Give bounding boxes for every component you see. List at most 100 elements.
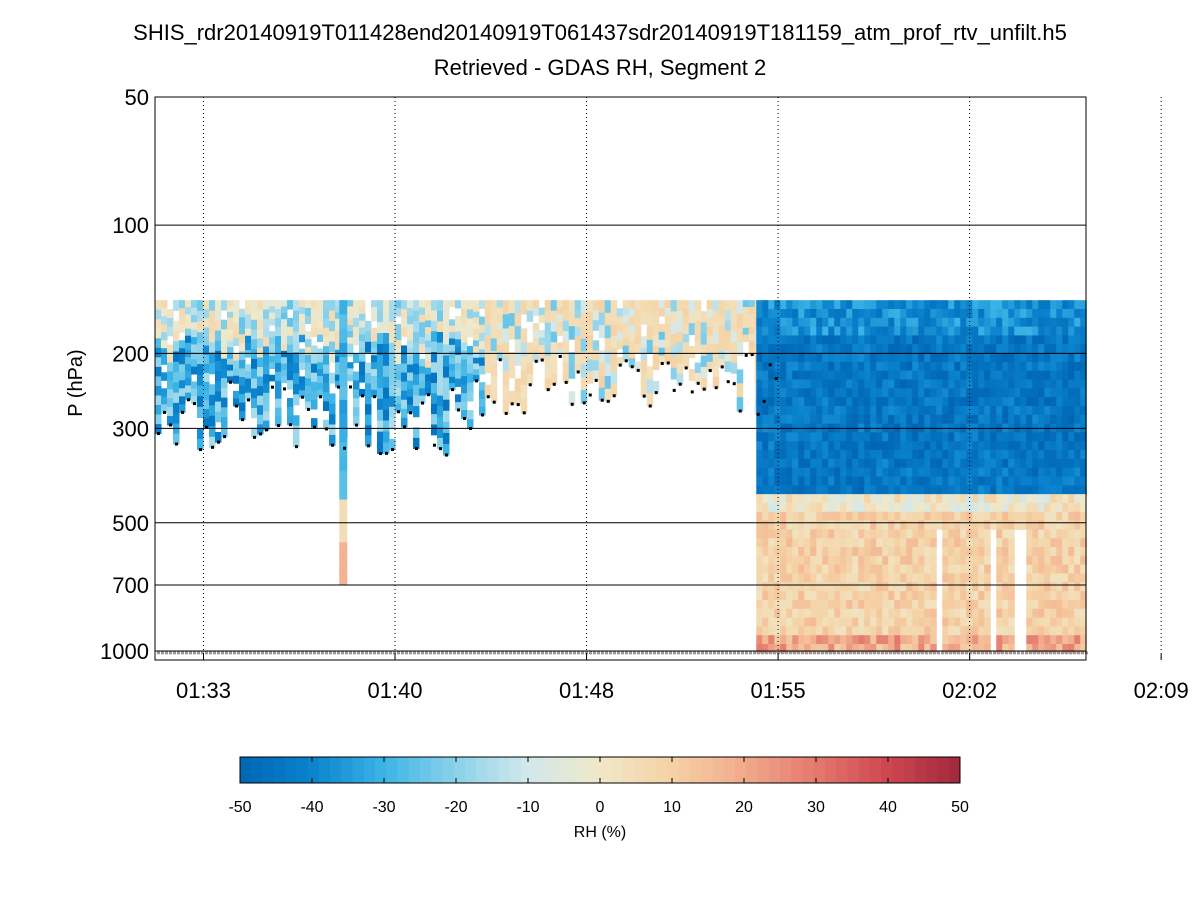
heatmap-cell bbox=[161, 300, 168, 309]
heatmap-cell bbox=[858, 335, 865, 345]
heatmap-cell bbox=[646, 313, 654, 328]
colorbar-tick-label: 40 bbox=[879, 799, 897, 816]
surface-marker bbox=[317, 651, 320, 655]
heatmap-cell bbox=[490, 312, 498, 327]
heatmap-cell bbox=[281, 369, 288, 377]
heatmap-cell bbox=[1020, 353, 1027, 363]
heatmap-cell bbox=[996, 397, 1003, 407]
heatmap-cell bbox=[1044, 450, 1051, 460]
heatmap-cell bbox=[197, 428, 204, 440]
heatmap-cell bbox=[888, 308, 895, 319]
surface-marker bbox=[469, 651, 472, 655]
surface-marker bbox=[265, 651, 268, 655]
heatmap-cell bbox=[990, 511, 997, 522]
surface-marker bbox=[425, 651, 428, 655]
heatmap-cell bbox=[455, 370, 462, 380]
heatmap-cell bbox=[155, 395, 162, 406]
heatmap-cell bbox=[1050, 397, 1057, 407]
heatmap-cell bbox=[924, 379, 931, 389]
heatmap-cell bbox=[978, 564, 985, 574]
heatmap-cell bbox=[443, 355, 450, 368]
heatmap-cell bbox=[924, 582, 931, 592]
heatmap-cell bbox=[1050, 617, 1057, 627]
heatmap-cell bbox=[786, 370, 793, 381]
heatmap-cell bbox=[191, 396, 198, 405]
heatmap-cell bbox=[930, 432, 937, 442]
heatmap-cell bbox=[912, 397, 919, 407]
heatmap-cell bbox=[484, 324, 492, 337]
heatmap-cell bbox=[425, 306, 432, 315]
heatmap-cell bbox=[894, 529, 901, 539]
surface-marker bbox=[481, 651, 484, 655]
heatmap-cell bbox=[197, 342, 204, 355]
heatmap-cell bbox=[888, 644, 895, 654]
heatmap-cell bbox=[888, 485, 895, 495]
heatmap-cell bbox=[996, 564, 1003, 574]
heatmap-cell bbox=[251, 407, 258, 419]
heatmap-cell bbox=[215, 310, 222, 321]
heatmap-cell bbox=[502, 314, 510, 329]
heatmap-cell bbox=[828, 608, 835, 619]
heatmap-cell bbox=[197, 374, 204, 387]
heatmap-cell bbox=[257, 338, 264, 349]
heatmap-cell bbox=[876, 432, 883, 442]
y-tick-label: 300 bbox=[112, 416, 149, 441]
heatmap-cell bbox=[846, 582, 853, 592]
heatmap-cell bbox=[1062, 564, 1069, 574]
heatmap-cell bbox=[1050, 361, 1057, 372]
heatmap-cell bbox=[828, 511, 835, 522]
heatmap-cell bbox=[930, 494, 937, 504]
heatmap-cell bbox=[834, 591, 841, 601]
heatmap-cell bbox=[688, 311, 696, 324]
heatmap-cell bbox=[233, 315, 240, 324]
heatmap-cell bbox=[924, 538, 931, 548]
heatmap-cell bbox=[882, 326, 889, 336]
heatmap-cell bbox=[786, 405, 793, 416]
heatmap-cell bbox=[798, 599, 805, 610]
surface-marker bbox=[1081, 651, 1084, 655]
surface-marker bbox=[877, 651, 880, 655]
heatmap-cell bbox=[906, 308, 913, 319]
heatmap-cell bbox=[311, 381, 318, 392]
heatmap-cell bbox=[592, 310, 600, 321]
heatmap-cell bbox=[203, 400, 210, 410]
surface-marker bbox=[901, 651, 904, 655]
heatmap-cell bbox=[742, 327, 750, 336]
heatmap-cell bbox=[810, 538, 817, 548]
heatmap-cell bbox=[251, 349, 258, 360]
heatmap-cell bbox=[942, 599, 949, 610]
heatmap-cell bbox=[544, 356, 552, 368]
heatmap-cell bbox=[610, 359, 618, 373]
surface-marker bbox=[309, 651, 312, 655]
heatmap-cell bbox=[293, 394, 300, 406]
heatmap-cell bbox=[948, 564, 955, 574]
heatmap-cell bbox=[431, 351, 438, 363]
heatmap-cell bbox=[748, 334, 756, 342]
heatmap-cell bbox=[1050, 520, 1057, 530]
heatmap-cell bbox=[864, 502, 871, 513]
heatmap-cell bbox=[996, 485, 1003, 495]
heatmap-cell bbox=[1050, 379, 1057, 389]
cloud-top-marker bbox=[540, 358, 544, 362]
heatmap-cell bbox=[756, 467, 763, 477]
heatmap-cell bbox=[305, 378, 312, 387]
heatmap-cell bbox=[942, 370, 949, 381]
heatmap-cell bbox=[425, 313, 432, 321]
heatmap-cell bbox=[1020, 458, 1027, 469]
heatmap-cell bbox=[798, 635, 805, 645]
heatmap-cell bbox=[786, 564, 793, 574]
heatmap-cell bbox=[323, 355, 330, 366]
heatmap-cell bbox=[287, 398, 294, 408]
heatmap-cell bbox=[984, 450, 991, 460]
surface-marker bbox=[349, 651, 352, 655]
heatmap-cell bbox=[810, 300, 817, 310]
heatmap-cell bbox=[335, 324, 342, 332]
heatmap-cell bbox=[682, 359, 690, 369]
heatmap-cell bbox=[395, 300, 402, 309]
heatmap-cell bbox=[816, 644, 823, 654]
heatmap-cell bbox=[930, 379, 937, 389]
heatmap-cell bbox=[924, 529, 931, 539]
heatmap-cell bbox=[894, 308, 901, 319]
heatmap-cell bbox=[804, 485, 811, 495]
heatmap-cell bbox=[658, 331, 666, 341]
